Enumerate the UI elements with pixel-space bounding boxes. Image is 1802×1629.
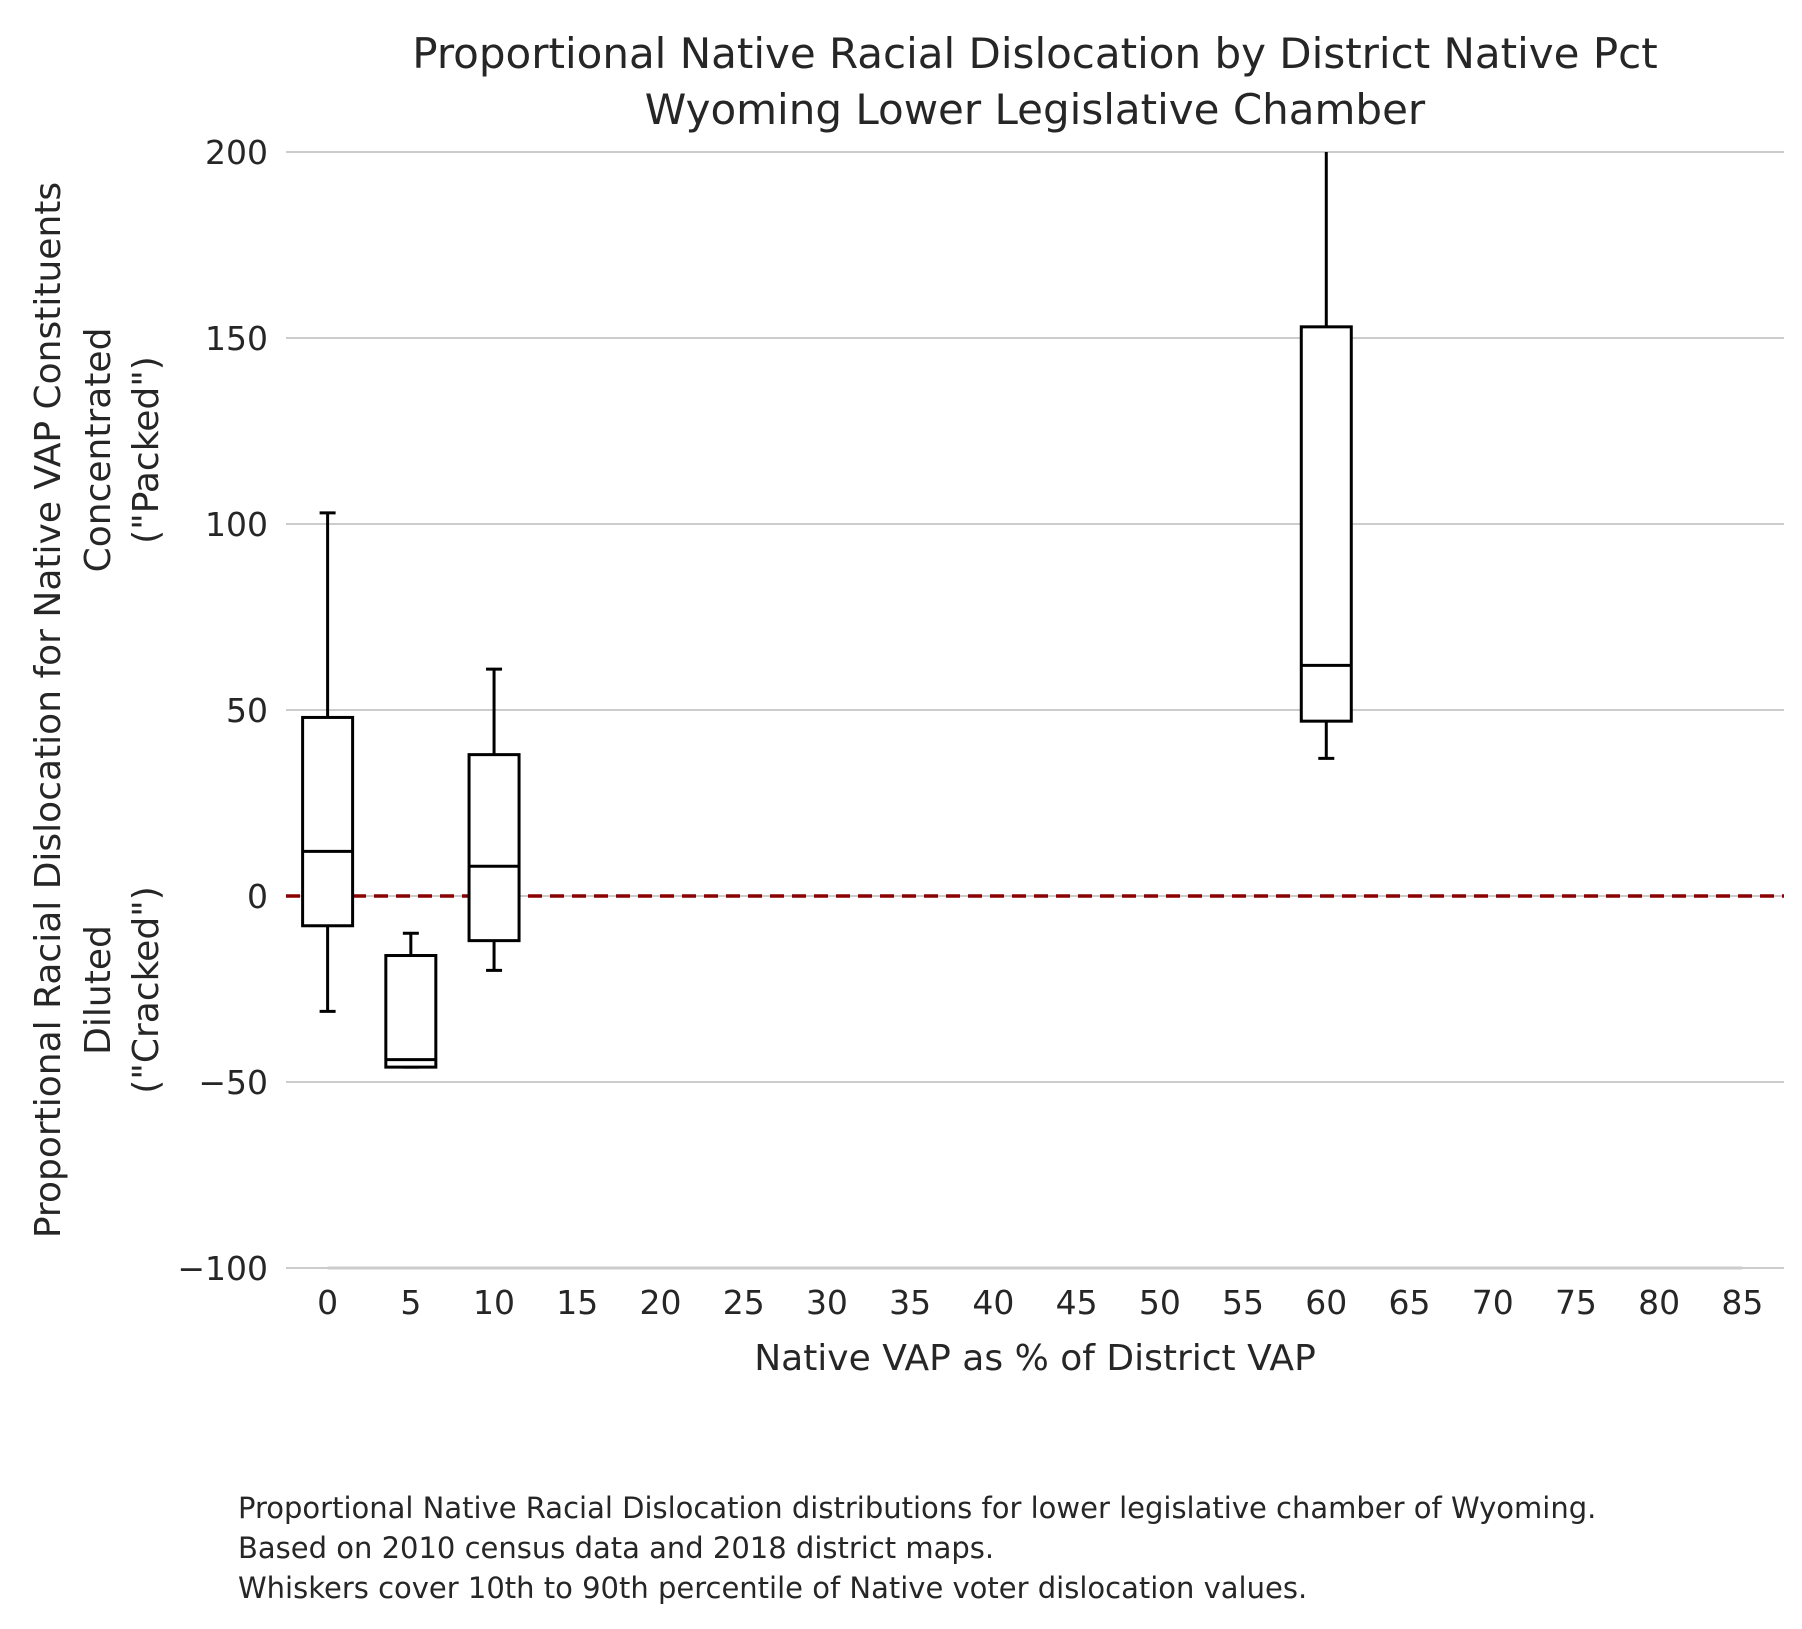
box-60 xyxy=(1299,152,1353,760)
x-tick-label: 40 xyxy=(972,1283,1014,1322)
chart-caption: Proportional Native Racial Dislocation d… xyxy=(238,1488,1596,1608)
box-10 xyxy=(467,667,521,972)
x-tick-label: 25 xyxy=(723,1283,765,1322)
x-tick-label: 0 xyxy=(317,1283,338,1322)
chart-title: Proportional Native Racial Dislocation b… xyxy=(412,29,1658,78)
x-tick-label: 70 xyxy=(1472,1283,1514,1322)
x-tick-label: 35 xyxy=(889,1283,931,1322)
y-axis-label: Proportional Racial Dislocation for Nati… xyxy=(28,182,69,1238)
caption-line: Proportional Native Racial Dislocation d… xyxy=(238,1491,1597,1525)
y-tick-label: 100 xyxy=(205,505,268,544)
boxes xyxy=(301,152,1353,1069)
caption-line: Whiskers cover 10th to 90th percentile o… xyxy=(238,1571,1308,1605)
x-tick-label: 80 xyxy=(1638,1283,1680,1322)
x-tick-label: 50 xyxy=(1139,1283,1181,1322)
x-tick-label: 20 xyxy=(640,1283,682,1322)
x-tick-label: 10 xyxy=(473,1283,515,1322)
x-axis-label: Native VAP as % of District VAP xyxy=(754,1338,1316,1379)
x-tick-label: 60 xyxy=(1305,1283,1347,1322)
x-tick-label: 45 xyxy=(1056,1283,1098,1322)
x-tick-label: 15 xyxy=(556,1283,598,1322)
x-tick-label: 30 xyxy=(806,1283,848,1322)
x-tick-label: 75 xyxy=(1555,1283,1597,1322)
boxplot-chart: Proportional Native Racial Dislocation b… xyxy=(28,29,1784,1379)
box-5 xyxy=(384,931,438,1069)
y-tick-label: −50 xyxy=(198,1063,268,1102)
y-axis-label-packed-1: Concentrated xyxy=(78,328,119,573)
y-axis-label-packed-2: ("Packed") xyxy=(126,356,167,544)
x-tick-label: 65 xyxy=(1389,1283,1431,1322)
x-tick-label: 85 xyxy=(1721,1283,1763,1322)
y-tick-labels: −100 −50 0 50 100 150 200 xyxy=(177,133,268,1288)
x-tick-label: 5 xyxy=(400,1283,421,1322)
box-0 xyxy=(301,511,355,1013)
caption-line: Based on 2010 census data and 2018 distr… xyxy=(238,1531,995,1565)
chart-subtitle: Wyoming Lower Legislative Chamber xyxy=(645,85,1426,134)
y-axis-label-cracked-1: Diluted xyxy=(78,925,119,1055)
y-tick-label: 200 xyxy=(205,133,268,172)
box-iqr xyxy=(384,954,438,1069)
x-tick-label: 55 xyxy=(1222,1283,1264,1322)
y-axis-label-cracked-2: ("Cracked") xyxy=(126,886,167,1094)
y-tick-label: 50 xyxy=(226,691,268,730)
y-tick-label: 0 xyxy=(247,877,268,916)
box-iqr xyxy=(467,753,521,943)
box-iqr xyxy=(301,715,355,928)
y-tick-label: 150 xyxy=(205,319,268,358)
box-iqr xyxy=(1299,325,1353,723)
gridlines xyxy=(286,151,1784,1270)
x-tick-labels: 0 5 10 15 20 25 30 35 40 45 50 55 60 65 70 75 80 85 xyxy=(317,1283,1763,1322)
y-tick-label: −100 xyxy=(177,1249,268,1288)
